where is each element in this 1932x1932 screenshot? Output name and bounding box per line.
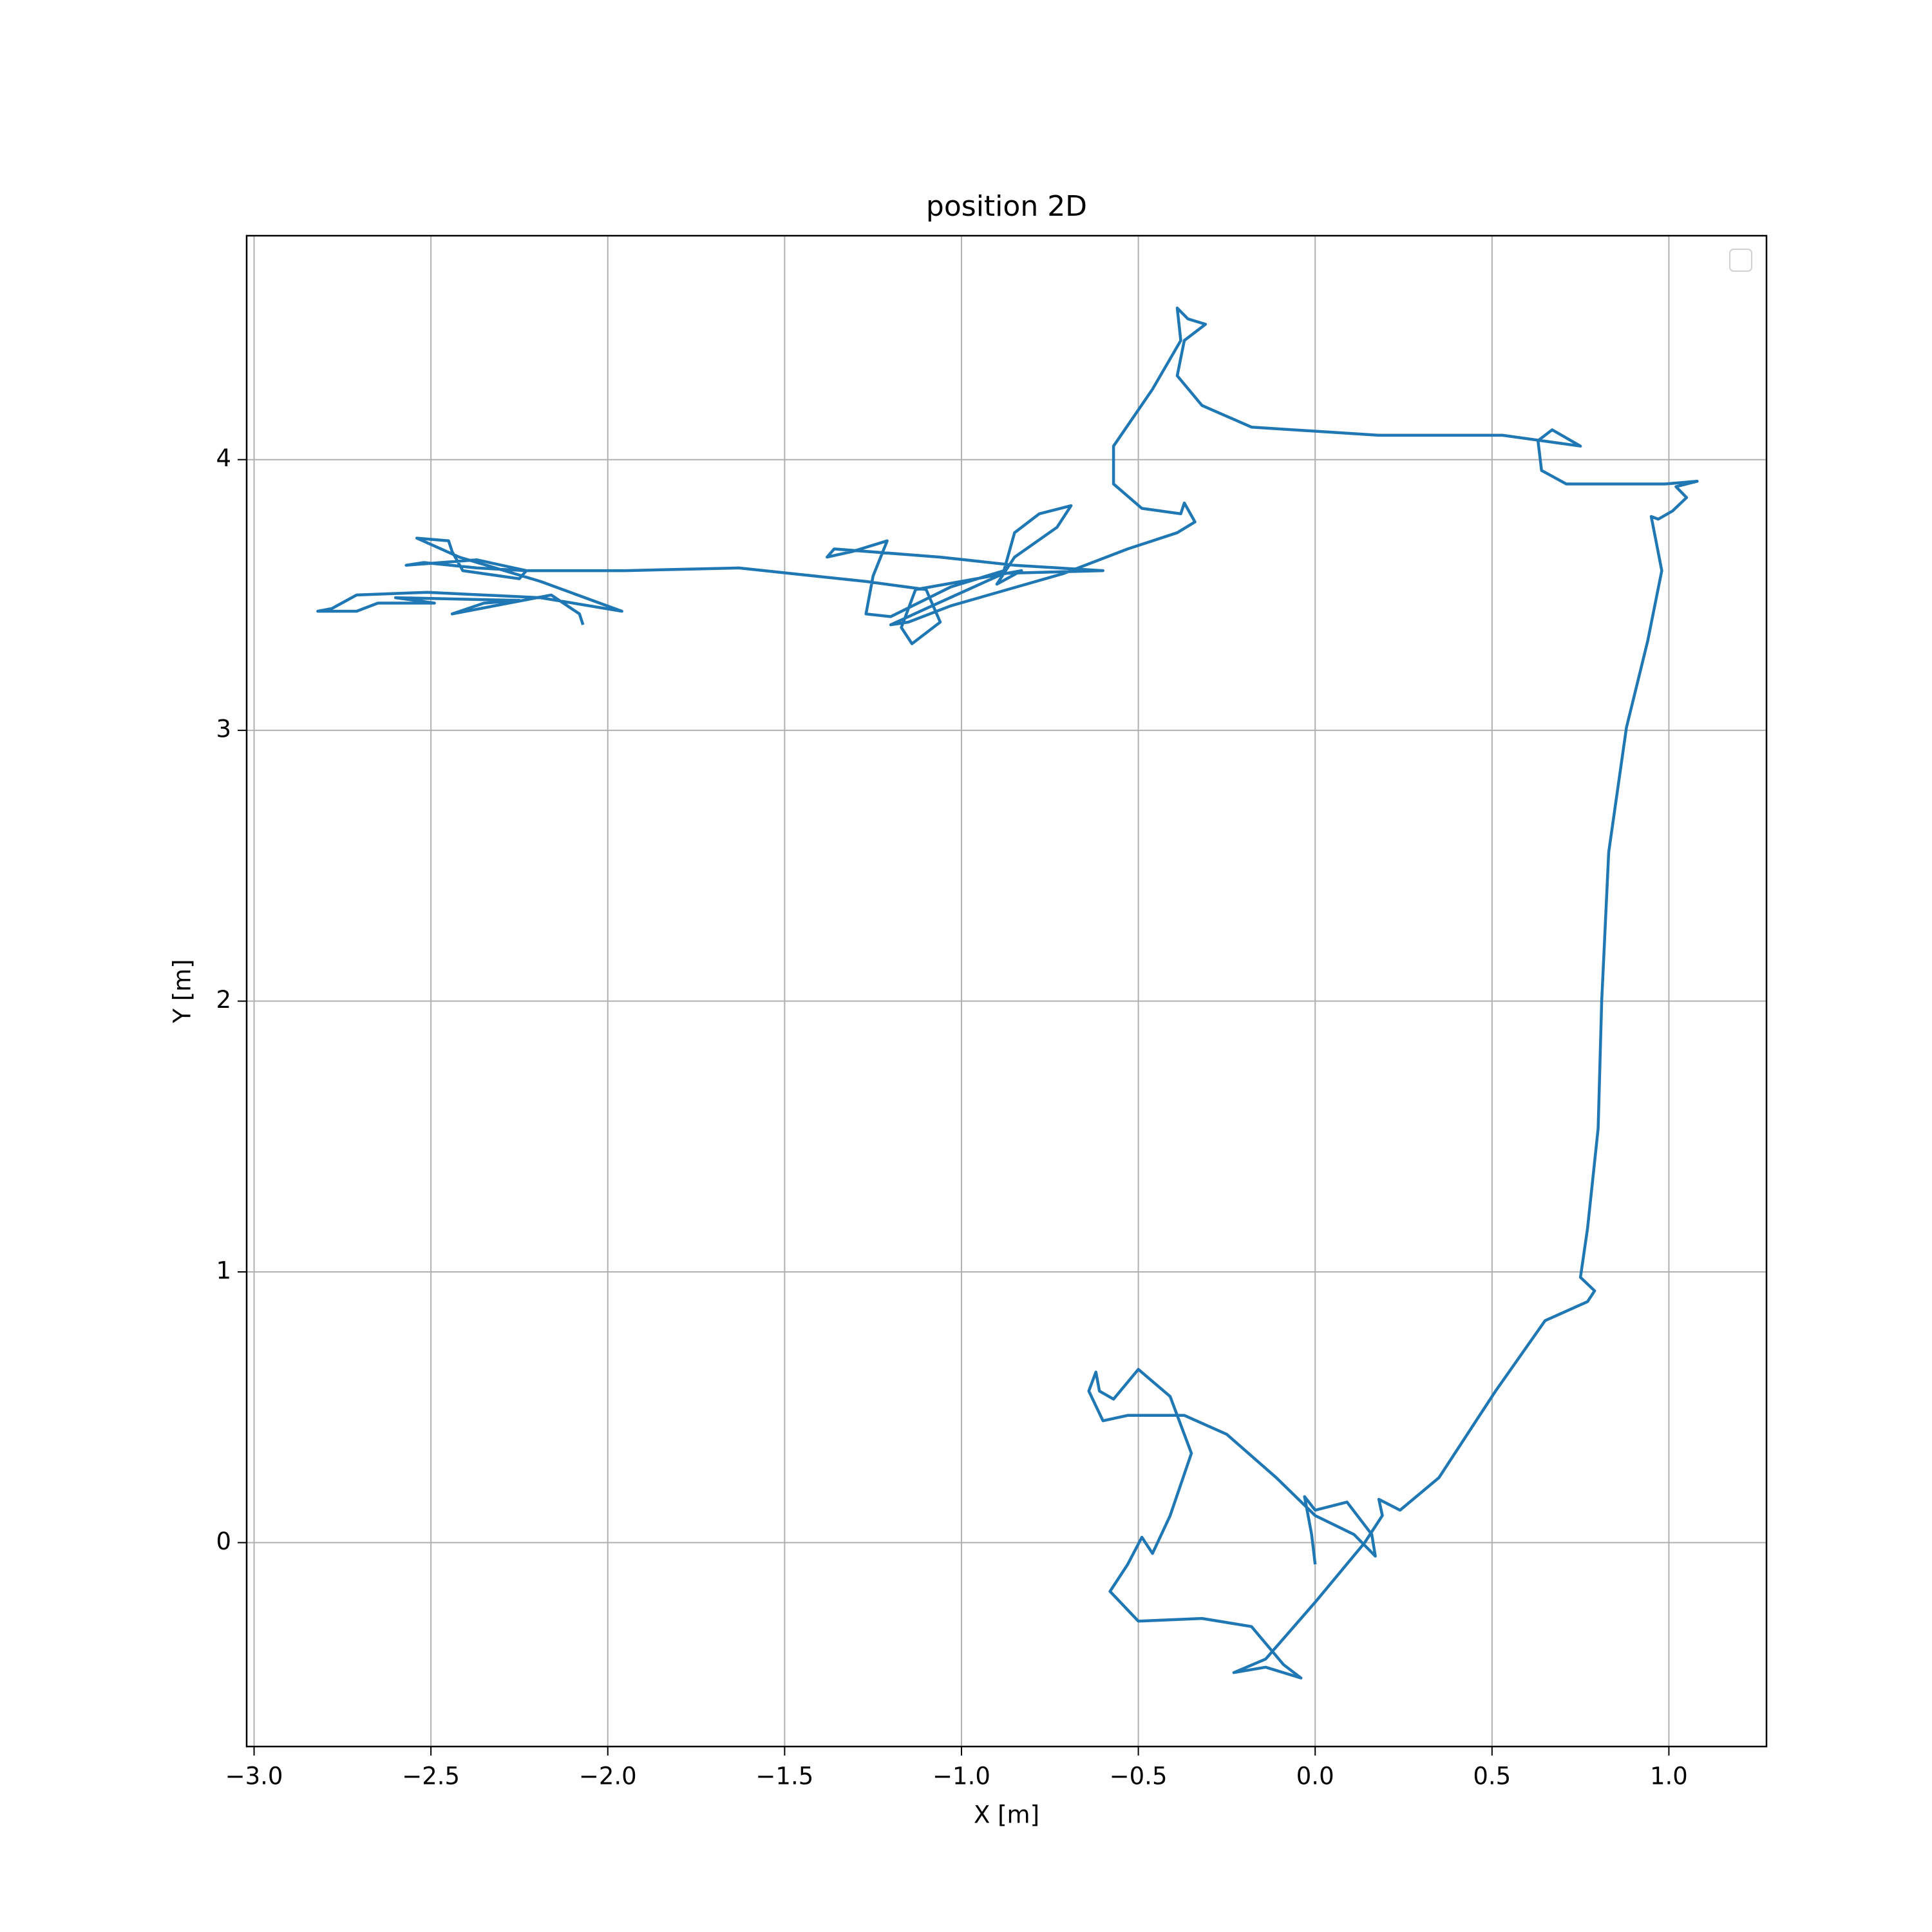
- plot-frame: [245, 234, 1768, 1748]
- x-tick-label: −2.0: [579, 1763, 637, 1790]
- chart-title: position 2D: [926, 190, 1087, 223]
- y-tick-label: 2: [216, 986, 231, 1014]
- x-tick-label: 1.0: [1650, 1763, 1688, 1790]
- y-tick-label: 4: [216, 444, 231, 472]
- y-tick-label: 3: [216, 715, 231, 743]
- trajectory-line: [316, 307, 1699, 1680]
- legend-box: [1729, 249, 1752, 272]
- x-tick-label: −1.5: [755, 1763, 813, 1790]
- x-tick-label: −2.5: [402, 1763, 460, 1790]
- x-tick-label: 0.0: [1296, 1763, 1334, 1790]
- y-tick-label: 0: [216, 1528, 231, 1555]
- x-tick-label: −1.0: [933, 1763, 990, 1790]
- y-axis-label: Y [m]: [169, 959, 196, 1023]
- x-tick-label: −3.0: [225, 1763, 283, 1790]
- x-tick-label: 0.5: [1473, 1763, 1511, 1790]
- x-axis-label: X [m]: [974, 1801, 1039, 1829]
- y-tick-label: 1: [216, 1256, 231, 1284]
- x-tick-label: −0.5: [1110, 1763, 1168, 1790]
